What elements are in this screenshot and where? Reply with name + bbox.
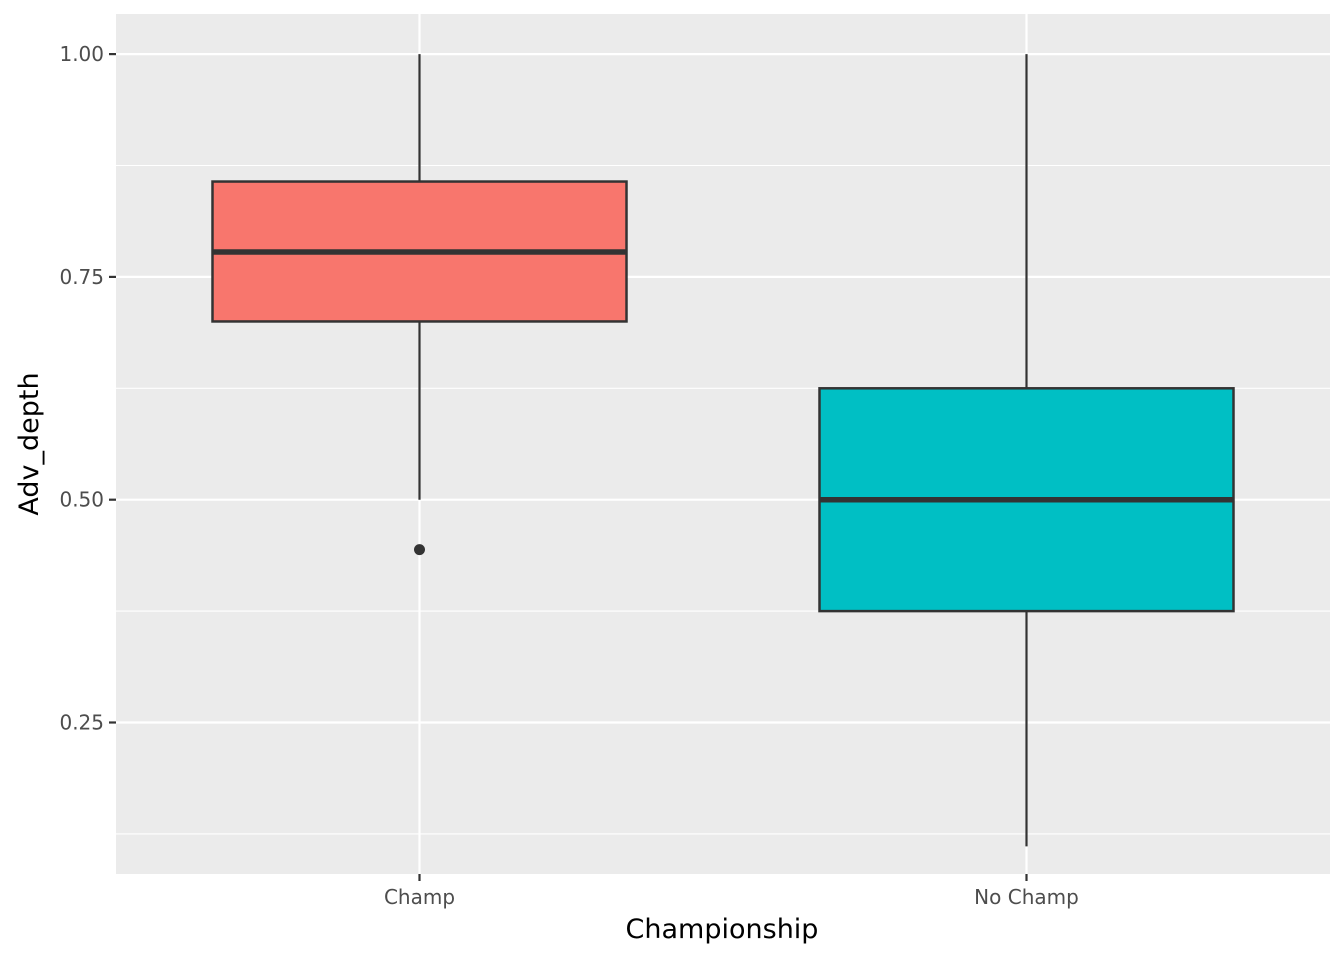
y-tick-label: 0.75 <box>59 265 104 289</box>
y-tick-label: 0.25 <box>59 710 104 734</box>
outlier-point <box>414 544 425 556</box>
x-axis-title: Championship <box>626 914 819 945</box>
box-no-champ <box>818 54 1235 847</box>
y-tick-label: 0.50 <box>59 488 104 512</box>
y-axis: 0.25 0.50 0.75 1.00 <box>59 42 116 734</box>
x-tick-label: No Champ <box>974 885 1079 909</box>
y-tick-label: 1.00 <box>59 42 104 66</box>
y-axis-title: Adv_depth <box>14 372 45 515</box>
x-axis: Champ No Champ <box>384 874 1079 909</box>
box-series <box>211 54 1235 847</box>
box-champ <box>211 54 628 556</box>
x-tick-label: Champ <box>384 885 455 909</box>
